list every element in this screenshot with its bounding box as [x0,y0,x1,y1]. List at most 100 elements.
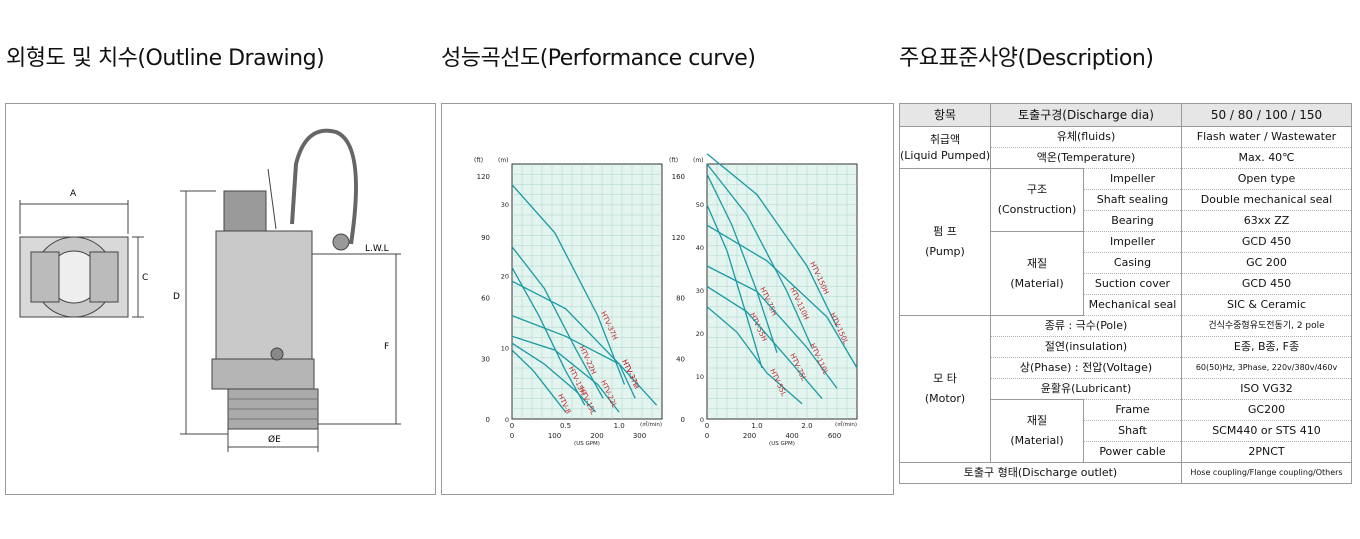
spec-header-discharge: 토출구경(Discharge dia) [990,103,1182,127]
series-line [511,335,620,413]
y-m-tick-label: 10 [696,373,704,381]
series-line [511,280,636,399]
performance-charts: (ft) (m)(㎥/min)(US GPM)120906030030201000… [474,153,858,447]
series-line [511,314,658,406]
chart-plot-area [511,163,663,420]
bearing-value: 63xx ZZ [1181,210,1352,232]
description-panel: 항목 토출구경(Discharge dia) 50 / 80 / 100 / 1… [899,103,1352,495]
x-tick-label: 0 [510,422,514,430]
y-ft-tick-label: 120 [672,234,685,242]
bearing-label: Bearing [1083,210,1182,232]
series-line [706,153,838,328]
pole-label: 종류 : 극수(Pole) [990,315,1182,337]
outlet-value: Hose coupling/Flange coupling/Others [1181,462,1352,484]
temperature-value: Max. 40℃ [1181,147,1352,169]
shaft-value: SCM440 or STS 410 [1181,420,1352,442]
gpm-unit-label: (US GPM) [574,441,600,447]
series-line [511,342,597,413]
spec-table: 항목 토출구경(Discharge dia) 50 / 80 / 100 / 1… [899,103,1352,484]
series-line [706,306,803,405]
performance-heading: 성능곡선도(Performance curve) [441,46,756,71]
pump-group-title: 펌 프 [933,225,957,238]
liquid-group-title: 취급액 [929,132,961,146]
voltage-value: 60(50)Hz, 3Phase, 220v/380v/460v [1181,357,1352,379]
y-ft-tick-label: 0 [486,416,490,424]
construction-sub: (Construction) [997,203,1077,216]
pole-value: 건식수중형유도전동기, 2 pole [1181,315,1352,337]
impeller-c-label: Impeller [1083,168,1182,190]
frame-value: GC200 [1181,399,1352,421]
chart-plot-area [706,163,858,420]
construction-cell: 구조 (Construction) [990,168,1084,232]
series-line [706,224,858,369]
motor-material-cell: 재질 (Material) [990,399,1084,463]
gpm-tick-label: 300 [633,432,646,440]
shaft-label: Shaft [1083,420,1182,442]
pump-group-cell: 펌 프 (Pump) [899,168,991,316]
table-row: Casing GC 200 [900,252,1352,274]
insulation-label: 절연(insulation) [990,336,1182,358]
suction-label: Suction cover [1083,273,1182,295]
series-line [511,349,567,413]
cable-label: Power cable [1083,441,1182,463]
material-sub: (Material) [1010,276,1064,290]
table-row: 상(Phase) : 전압(Voltage) 60(50)Hz, 3Phase,… [900,357,1352,379]
y-ft-tick-label: 80 [676,295,685,303]
y-ft-tick-label: 160 [672,173,685,181]
series-line [706,285,823,400]
y-m-tick-label: 40 [696,244,704,252]
y-m-tick-label: 30 [696,287,704,295]
mech-seal-label: Mechanical seal [1083,294,1182,316]
temperature-label: 액온(Temperature) [990,147,1182,169]
unit-ft-label: (ft) [669,157,678,164]
mech-seal-value: SIC & Ceramic [1181,294,1352,316]
outline-drawing-panel: A C D F ØE L.W.L [5,103,436,495]
impeller-c-value: Open type [1181,168,1352,190]
table-row: 재질 (Material) Impeller GCD 450 [900,231,1352,316]
casing-label: Casing [1083,252,1182,274]
y-m-tick-label: 0 [700,416,704,424]
gpm-tick-label: 100 [548,432,561,440]
x-tick-label: 1.0 [751,422,762,430]
gpm-tick-label: 600 [828,432,841,440]
y-ft-tick-label: 120 [477,173,490,181]
series-line [511,246,604,399]
x-tick-label: 1.0 [614,422,625,430]
series-line [511,184,626,385]
pump-group-sub: (Pump) [925,245,965,258]
y-m-tick-label: 30 [501,201,509,209]
motor-material-sub: (Material) [1010,434,1064,447]
table-row: 펌 프 (Pump) 구조 (Construction) Impeller Op… [899,168,1352,316]
construction-title: 구조 [1026,183,1048,196]
dim-a-label: A [70,189,77,199]
spec-header-sizes: 50 / 80 / 100 / 150 [1181,103,1352,127]
table-row: Mechanical seal SIC & Ceramic [900,294,1352,316]
y-ft-tick-label: 60 [481,295,490,303]
dim-f-label: F [384,342,389,352]
spec-header-item: 항목 [899,103,991,127]
gpm-tick-label: 200 [743,432,756,440]
motor-group-cell: 모 타 (Motor) [899,315,991,463]
gpm-unit-label: (US GPM) [769,441,795,447]
fluids-value: Flash water / Wastewater [1181,126,1352,148]
table-row: Bearing 63xx ZZ [900,210,1352,232]
gpm-tick-label: 0 [705,432,709,440]
lubricant-label: 윤활유(Lubricant) [990,378,1182,400]
gpm-tick-label: 0 [510,432,514,440]
voltage-label: 상(Phase) : 전압(Voltage) [990,357,1182,379]
y-ft-tick-label: 30 [481,355,490,363]
lubricant-value: ISO VG32 [1181,378,1352,400]
unit-ft-label: (ft) [474,157,483,164]
gpm-tick-label: 200 [590,432,603,440]
liquid-group-cell: 취급액 (Liquid Pumped) [899,126,991,169]
series-line [511,267,586,406]
flow-unit-label: (㎥/min) [835,420,857,428]
table-row: 모 타 (Motor) 종류 : 극수(Pole) 건식수중형유도전동기, 2 … [899,315,1352,463]
frame-label: Frame [1083,399,1182,421]
y-ft-tick-label: 40 [676,355,685,363]
dim-c-label: C [142,273,148,283]
suction-value: GCD 450 [1181,273,1352,295]
y-ft-tick-label: 0 [681,416,685,424]
outlet-label: 토출구 형태(Discharge outlet) [899,462,1182,484]
dim-e-label: ØE [268,434,281,445]
